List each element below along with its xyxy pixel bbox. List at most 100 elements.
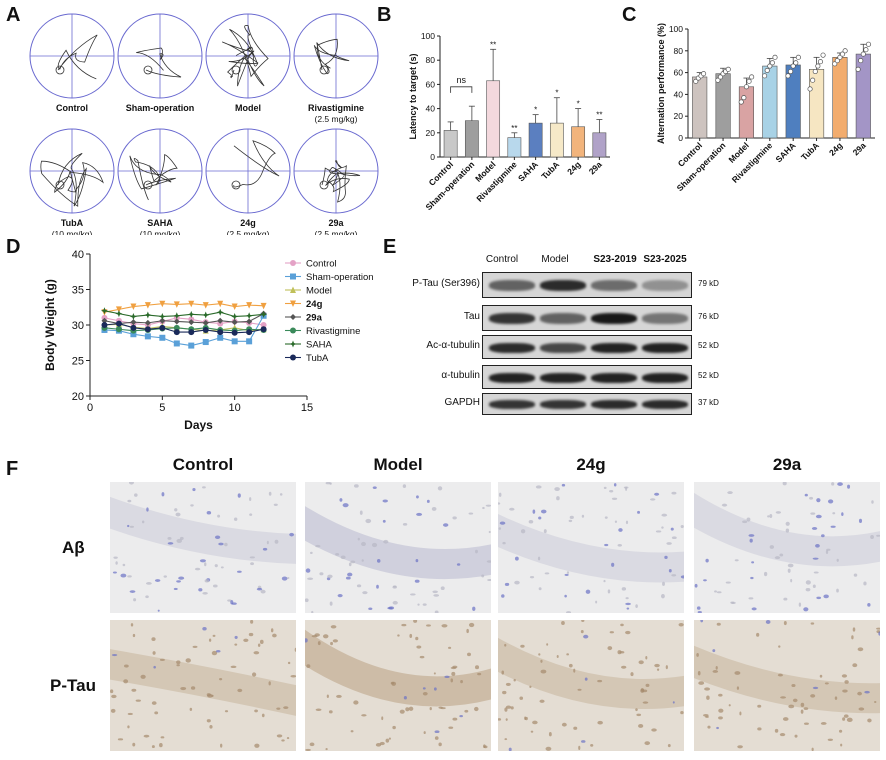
cell-nucleus [538,516,542,520]
cell-nucleus [661,513,668,517]
cell-nucleus [322,634,329,639]
data-point [725,66,731,72]
legend-marker [289,340,297,348]
cell-nucleus [110,708,116,713]
cell-nucleus [485,504,491,507]
cell-nucleus [803,707,809,710]
cell-nucleus [123,679,129,684]
cell-nucleus [664,555,668,560]
cell-nucleus [305,748,311,751]
cell-nucleus [273,503,278,506]
cell-nucleus [335,553,340,556]
cell-nucleus [317,641,321,646]
cell-nucleus [751,561,755,564]
cell-nucleus [844,680,849,684]
blot-band [489,280,535,292]
swim-path [321,160,361,203]
cell-nucleus [426,624,431,627]
cell-nucleus [524,716,527,721]
legend-label: Model [306,286,332,297]
cell-nucleus [306,664,311,668]
cell-nucleus [597,720,603,725]
cell-nucleus [135,699,141,702]
cell-nucleus [644,741,651,746]
cell-nucleus [482,506,485,510]
cell-nucleus [176,660,181,665]
cell-nucleus [173,587,178,591]
data-point [144,333,151,340]
cell-nucleus [350,730,354,733]
cell-nucleus [257,643,261,647]
cell-nucleus [661,593,665,599]
bar-control [692,76,708,139]
cell-nucleus [483,745,488,749]
cell-nucleus [816,498,821,503]
cell-nucleus [623,486,629,489]
data-point [788,68,794,75]
cell-nucleus [812,686,819,690]
data-point [173,301,180,308]
cell-nucleus [520,644,525,648]
cell-nucleus [143,734,150,738]
blot-column-s23-2025: S23-2025 [643,254,687,265]
cell-nucleus [544,572,550,575]
cell-nucleus [504,582,510,587]
cell-nucleus [782,717,789,721]
cell-nucleus [716,591,722,594]
cell-nucleus [224,710,229,713]
cell-nucleus [716,726,719,730]
cell-nucleus [816,596,822,600]
cell-nucleus [805,580,811,585]
cell-nucleus [268,491,272,496]
blot-band [489,400,535,410]
data-point [764,67,770,73]
data-point [855,66,861,72]
cell-nucleus [716,622,721,626]
tissue-texture [694,482,880,613]
cell-nucleus [468,512,474,515]
data-point [158,312,166,320]
cell-nucleus [392,585,397,588]
cell-nucleus [174,508,178,512]
cell-nucleus [554,487,560,492]
cell-nucleus [505,705,512,709]
cell-nucleus [671,574,677,577]
maze-label: Rivastigmine [308,103,364,113]
cell-nucleus [794,734,798,738]
cell-nucleus [176,580,181,583]
cell-nucleus [769,545,774,549]
cell-nucleus [548,732,552,737]
cell-nucleus [706,695,710,700]
data-point [260,302,267,310]
data-point [217,317,224,324]
cell-nucleus [867,718,872,723]
legend-entry: TubA [285,353,329,364]
cell-nucleus [130,623,134,627]
data-point [795,54,801,60]
bar-24g [571,126,586,158]
blot-band [642,313,688,325]
cell-nucleus [399,709,405,714]
cell-nucleus [878,631,880,636]
panel-label-c: C [622,4,637,26]
cell-nucleus [798,602,802,607]
data-point [762,73,768,79]
legend-marker [290,327,296,334]
cell-nucleus [122,563,126,567]
cell-nucleus [636,713,642,717]
cell-nucleus [538,587,542,591]
cell-nucleus [540,669,547,674]
cell-nucleus [604,543,609,547]
cell-nucleus [397,634,400,637]
cell-nucleus [613,483,617,487]
cell-nucleus [279,493,283,496]
data-point [202,339,209,346]
data-point [129,312,137,320]
cell-nucleus [452,717,458,721]
cell-nucleus [266,540,269,545]
cell-nucleus [737,745,743,749]
swim-path [313,38,350,75]
swim-path [40,152,104,207]
data-point [115,326,122,333]
